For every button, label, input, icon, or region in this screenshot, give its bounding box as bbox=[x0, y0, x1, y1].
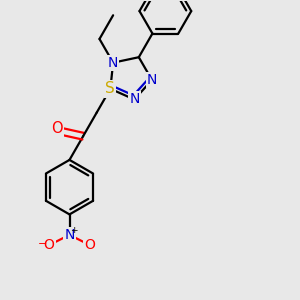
Text: +: + bbox=[70, 226, 78, 235]
Text: N: N bbox=[108, 56, 118, 70]
Text: N: N bbox=[129, 92, 140, 106]
Text: S: S bbox=[106, 81, 115, 96]
Text: N: N bbox=[147, 73, 157, 87]
Text: N: N bbox=[64, 228, 75, 242]
Text: O: O bbox=[85, 238, 95, 252]
Text: −: − bbox=[38, 238, 47, 249]
Text: O: O bbox=[44, 238, 55, 252]
Text: O: O bbox=[51, 122, 63, 136]
